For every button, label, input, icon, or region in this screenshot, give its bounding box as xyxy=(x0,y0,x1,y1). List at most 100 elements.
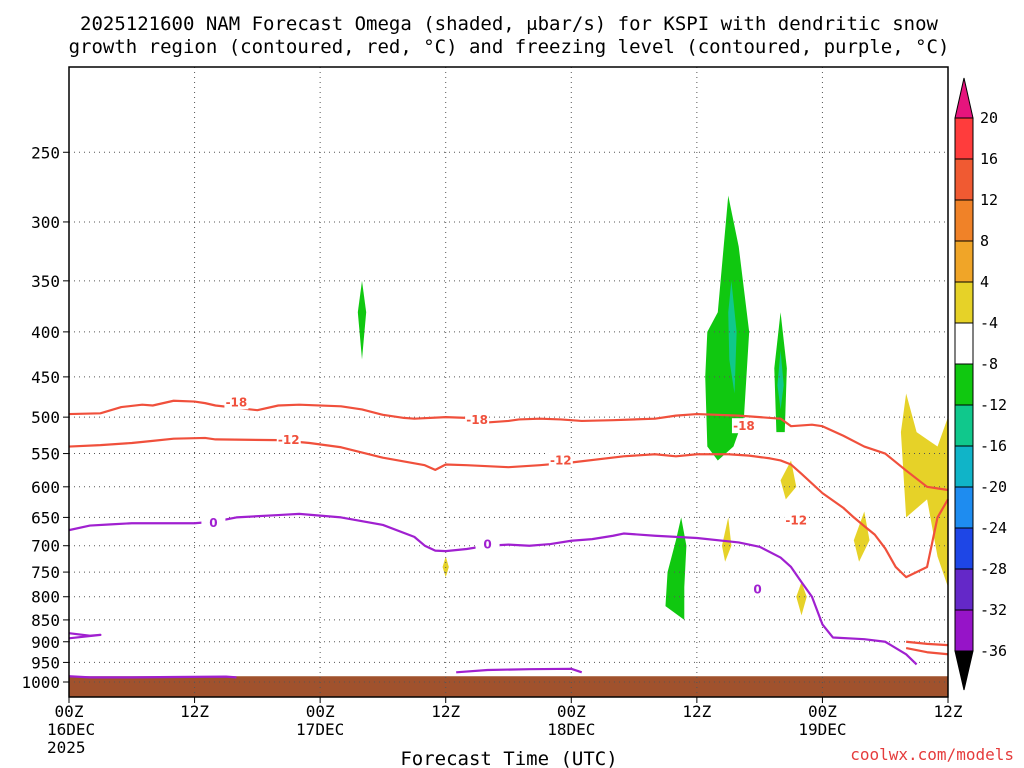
plot-frame xyxy=(68,66,949,698)
contour-label-6: 0 xyxy=(209,516,217,530)
colorbar-tick-2: 12 xyxy=(980,191,998,209)
colorbar-bin-5 xyxy=(954,322,974,365)
colorbar: 20 16 12 8 4 -4 -8 -12 -16 -20 -24 -28 -32 -36 xyxy=(954,77,1007,691)
xtick-date-6: 19DEC xyxy=(798,720,846,739)
colorbar-tick-8: -16 xyxy=(980,437,1007,455)
ytick-label-550: 550 xyxy=(31,445,60,464)
ytick-label-1000: 1000 xyxy=(21,673,60,692)
ytick-label-650: 650 xyxy=(31,508,60,527)
xtick-label-2: 00Z xyxy=(306,702,335,721)
contour--18 xyxy=(68,399,949,492)
ytick-label-300: 300 xyxy=(31,213,60,232)
colorbar-bottom-arrow xyxy=(954,650,974,691)
colorbar-top-arrow xyxy=(954,77,974,119)
ytick-label-700: 700 xyxy=(31,537,60,556)
omega-yellow-d xyxy=(796,582,807,616)
ytick-label-500: 500 xyxy=(31,408,60,427)
contour-label-bg-7 xyxy=(475,536,500,552)
colorbar-bin-8 xyxy=(954,445,974,488)
ytick-label-800: 800 xyxy=(31,588,60,607)
contour-label-bg-1 xyxy=(276,432,301,448)
omega-green-low xyxy=(665,517,687,620)
contour-0-lower xyxy=(68,632,102,640)
omega-yellow-b xyxy=(853,511,870,562)
contour-label-4: -18 xyxy=(733,419,755,433)
xtick-label-6: 00Z xyxy=(808,702,837,721)
xtick-label-1: 12Z xyxy=(180,702,209,721)
xtick-date-2: 17DEC xyxy=(296,720,344,739)
contour--12 xyxy=(68,436,949,579)
contour-label-bg-6 xyxy=(201,515,226,531)
contour-label-8: 0 xyxy=(753,583,761,597)
contour--12-low-right2 xyxy=(905,646,949,656)
colorbar-tick-5: -4 xyxy=(980,314,998,332)
colorbar-tick-1: 16 xyxy=(980,150,998,168)
colorbar-bin-10 xyxy=(954,527,974,570)
xtick-label-3: 12Z xyxy=(431,702,460,721)
omega-yellow-right xyxy=(900,393,948,588)
contour-label-7: 0 xyxy=(483,538,491,552)
chart-title: 2025121600 NAM Forecast Omega (shaded, μ… xyxy=(69,13,950,58)
credit-text[interactable]: coolwx.com/models xyxy=(850,745,1014,764)
omega-yellow-c xyxy=(721,517,732,562)
colorbar-tick-4: 4 xyxy=(980,273,989,291)
xtick-label-7: 12Z xyxy=(934,702,963,721)
colorbar-bin-3 xyxy=(954,240,974,283)
colorbar-bin-12 xyxy=(954,609,974,652)
ytick-label-450: 450 xyxy=(31,368,60,387)
terrain-band xyxy=(69,676,948,697)
title-line-1: 2025121600 NAM Forecast Omega (shaded, μ… xyxy=(80,13,938,35)
xtick-date-0: 16DEC xyxy=(47,720,95,739)
ytick-label-950: 950 xyxy=(31,653,60,672)
omega-teal-right xyxy=(777,350,784,410)
contour-0-base-left xyxy=(68,675,237,679)
colorbar-tick-3: 8 xyxy=(980,232,989,250)
colorbar-tick-9: -20 xyxy=(980,478,1007,496)
colorbar-tick-10: -24 xyxy=(980,519,1007,537)
contour-label-bg-0 xyxy=(224,394,249,410)
xtick-label-4: 00Z xyxy=(557,702,586,721)
ytick-label-600: 600 xyxy=(31,478,60,497)
colorbar-tick-12: -32 xyxy=(980,601,1007,619)
colorbar-bin-6 xyxy=(954,363,974,406)
ytick-label-350: 350 xyxy=(31,272,60,291)
colorbar-tick-11: -28 xyxy=(980,560,1007,578)
contour-label-bg-3 xyxy=(548,452,573,468)
contour-label-3: -12 xyxy=(550,453,572,467)
contour-label-bg-4 xyxy=(731,418,756,434)
x-axis-label: Forecast Time (UTC) xyxy=(400,748,617,768)
ytick-label-750: 750 xyxy=(31,563,60,582)
contour-label-bg-5 xyxy=(784,512,809,528)
colorbar-bin-2 xyxy=(954,199,974,242)
contour-label-0: -18 xyxy=(226,395,248,409)
colorbar-tick-13: -36 xyxy=(980,642,1007,660)
omega-yellow-a xyxy=(780,460,797,500)
colorbar-bin-11 xyxy=(954,568,974,611)
omega-green-mid xyxy=(357,280,367,360)
xtick-year-0: 2025 xyxy=(47,738,86,757)
plot-area: -18 -12 -18 -12 -18 -12 0 0 0 xyxy=(68,67,949,697)
colorbar-bin-9 xyxy=(954,486,974,529)
colorbar-bin-1 xyxy=(954,158,974,201)
xtick-date-4: 18DEC xyxy=(547,720,595,739)
contour-label-bg-8 xyxy=(745,581,770,597)
colorbar-tick-6: -8 xyxy=(980,355,998,373)
xtick-label-5: 12Z xyxy=(682,702,711,721)
axes: 250 300 350 400 450 500 550 600 650 700 750 800 850 9… xyxy=(21,66,963,757)
omega-yellow-e xyxy=(442,556,449,578)
contour-0-base-mid xyxy=(456,667,583,674)
xtick-label-0: 00Z xyxy=(55,702,84,721)
colorbar-bin-7 xyxy=(954,404,974,447)
omega-teal-main xyxy=(728,280,737,394)
contour-label-5: -12 xyxy=(785,513,807,527)
colorbar-bin-4 xyxy=(954,281,974,324)
ytick-label-250: 250 xyxy=(31,143,60,162)
ytick-label-400: 400 xyxy=(31,323,60,342)
ytick-label-900: 900 xyxy=(31,633,60,652)
title-line-2: growth region (contoured, red, °C) and f… xyxy=(69,36,950,58)
omega-green-main xyxy=(705,195,750,461)
colorbar-tick-0: 20 xyxy=(980,109,998,127)
colorbar-bin-0 xyxy=(954,117,974,160)
contour-label-1: -12 xyxy=(278,433,300,447)
